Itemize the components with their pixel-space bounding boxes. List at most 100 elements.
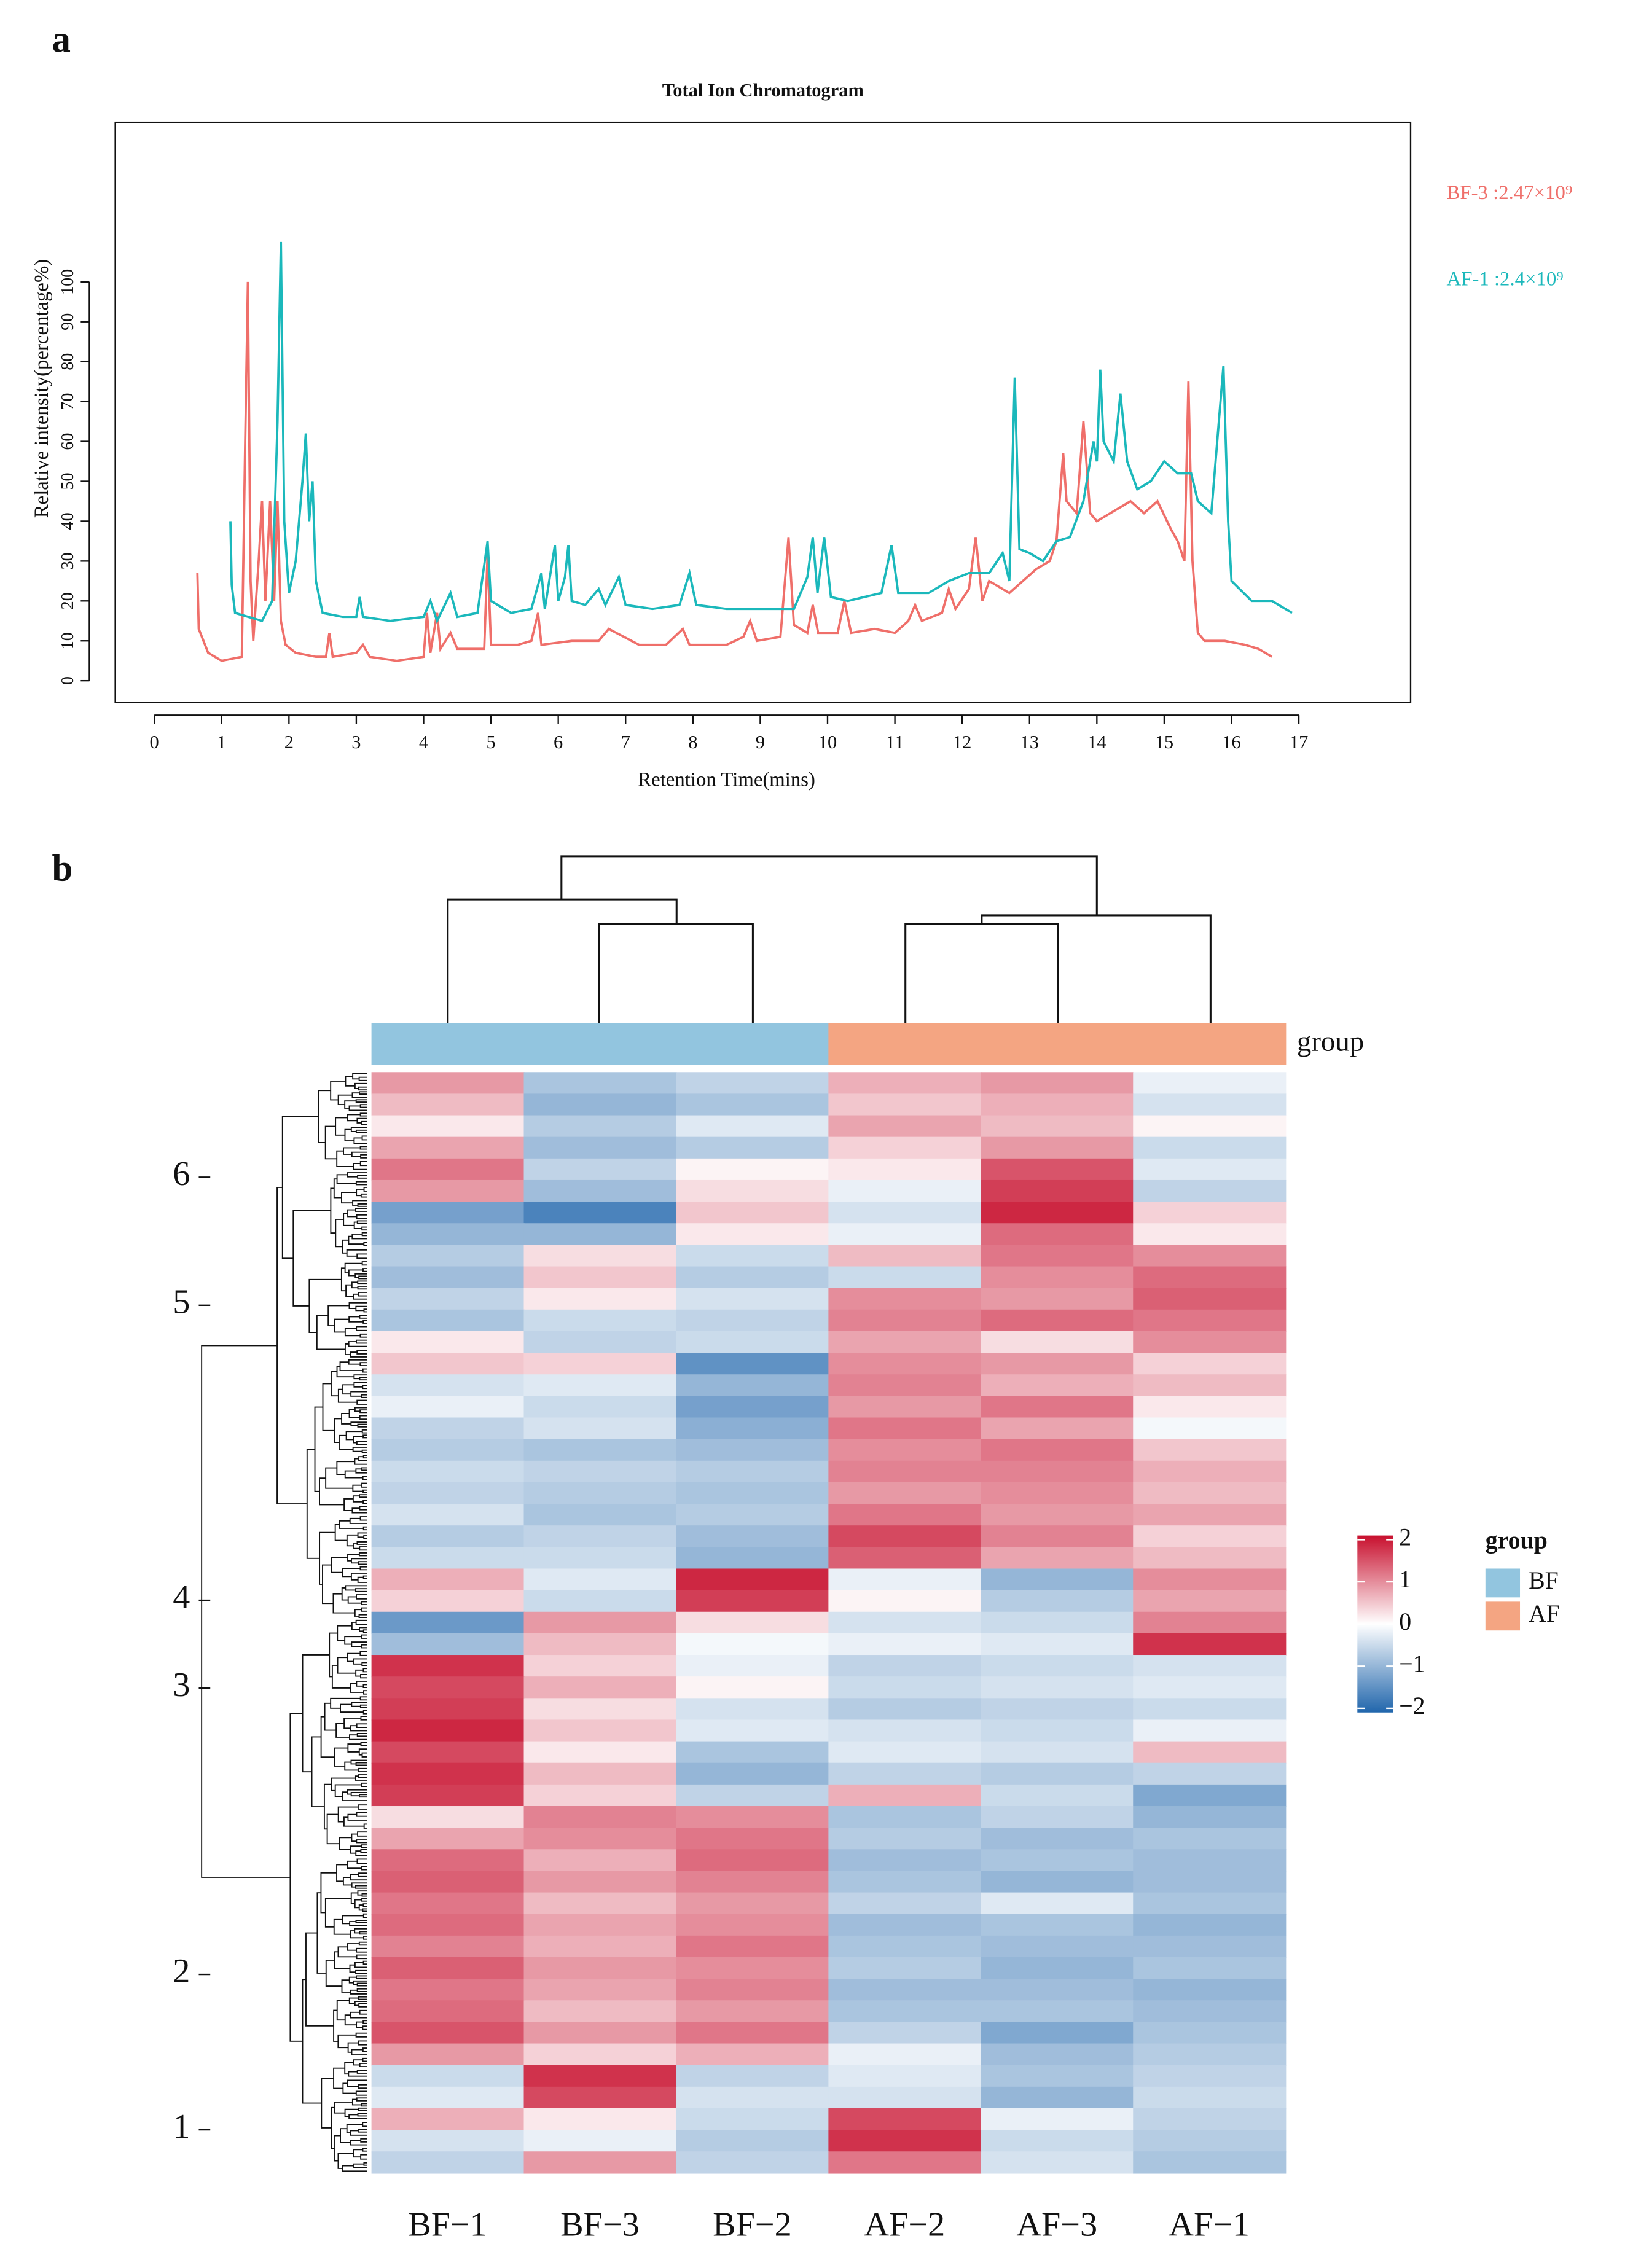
dendrogram-branch <box>360 2138 367 2143</box>
heatmap-cell <box>828 1784 982 1807</box>
heatmap-cell <box>523 2108 677 2131</box>
heatmap-cell <box>1133 2130 1287 2153</box>
dendrogram-branch <box>353 1374 367 1380</box>
legend-label: AF <box>1529 1600 1560 1627</box>
dendrogram-branch <box>356 1339 367 1344</box>
heatmap-cell <box>371 1525 525 1548</box>
heatmap-cell <box>676 1288 829 1310</box>
dendrogram-branch <box>349 1734 367 1740</box>
y-tick-label: 0 <box>58 676 77 685</box>
dendrogram-branch <box>359 1566 367 1571</box>
heatmap-cell <box>676 1525 829 1548</box>
dendrogram-branch <box>363 1823 367 1829</box>
heatmap-cell <box>523 1611 677 1635</box>
x-tick-label: 16 <box>1222 732 1240 753</box>
heatmap-cell <box>981 1741 1134 1764</box>
heatmap-cell <box>676 1871 829 1893</box>
dendrogram-branch <box>353 1382 367 1388</box>
heatmap-cell <box>676 1568 829 1591</box>
heatmap-cell <box>676 1439 829 1461</box>
y-tick-label: 20 <box>58 592 77 609</box>
dendrogram-branch <box>344 1343 351 1355</box>
dendrogram-branch <box>353 2163 367 2168</box>
dendrogram-branch <box>289 1713 303 2042</box>
heatmap-cell <box>523 1741 677 1764</box>
dendrogram-branch <box>337 1388 358 1403</box>
heatmap-cell <box>981 1849 1134 1872</box>
dendrogram-branch <box>351 1641 367 1647</box>
heatmap-cell <box>523 1590 677 1613</box>
dendrogram-branch <box>321 2078 334 2129</box>
heatmap-cell <box>523 1504 677 1527</box>
dendrogram-branch <box>361 1482 367 1488</box>
heatmap-cell <box>371 1935 525 1958</box>
dendrogram-branch <box>327 1305 350 1326</box>
heatmap-cell <box>981 1784 1134 1807</box>
dendrogram-branch <box>343 1816 364 1827</box>
chart-title: Total Ion Chromatogram <box>662 80 864 101</box>
dendrogram-branch <box>356 1350 367 1355</box>
dendrogram-branch <box>345 1585 367 1591</box>
heatmap-cell <box>981 1179 1134 1203</box>
heatmap-cell <box>676 1719 829 1742</box>
dendrogram-branch <box>362 2122 367 2127</box>
heatmap-cell <box>676 2000 829 2023</box>
heatmap-cell <box>828 1655 982 1678</box>
dendrogram-branch <box>355 1181 367 1186</box>
heatmap-cell <box>828 1460 982 1484</box>
dendrogram-branch <box>351 1882 367 1888</box>
dendrogram-branch <box>351 1702 367 1707</box>
heatmap-cell <box>981 2022 1134 2044</box>
legend-swatch <box>1485 1568 1521 1598</box>
heatmap-cell <box>1133 1417 1287 1440</box>
heatmap-cell <box>676 1072 829 1095</box>
x-tick-label: 9 <box>756 732 765 753</box>
dendrogram-branch <box>358 1872 367 1877</box>
dendrogram-branch <box>362 1684 367 1689</box>
heatmap-cell <box>371 1784 525 1807</box>
heatmap-cell <box>523 1072 677 1095</box>
dendrogram-branch <box>344 1636 362 1645</box>
heatmap-cell <box>523 1871 677 1893</box>
dendrogram-branch <box>344 1470 363 1479</box>
dendrogram-branch <box>334 1784 362 1797</box>
heatmap-cell <box>828 1158 982 1181</box>
heatmap-cell <box>1133 1136 1287 1159</box>
dendrogram-branch <box>361 1644 367 1649</box>
dendrogram-branch <box>346 1534 358 1547</box>
heatmap-cell <box>371 1957 525 1980</box>
dendrogram-branch <box>362 1268 367 1272</box>
dendrogram-branch <box>334 1418 342 1444</box>
dendrogram-branch <box>355 1099 367 1103</box>
heatmap-cell <box>1133 1957 1287 1980</box>
dendrogram-branch <box>362 1668 367 1673</box>
heatmap-cell <box>1133 1223 1287 1246</box>
dendrogram-branch <box>334 1523 347 1541</box>
x-tick-label: 0 <box>150 732 159 753</box>
dendrogram-branch <box>362 1710 367 1715</box>
dendrogram-branch <box>339 1361 363 1372</box>
dendrogram-branch <box>356 1988 367 1992</box>
heatmap-cell <box>981 1223 1134 1246</box>
heatmap-cell <box>371 1849 525 1872</box>
dendrogram-branch <box>362 1320 367 1324</box>
heatmap-cell <box>676 1115 829 1138</box>
heatmap-cell <box>523 1719 677 1742</box>
y-tick-label: 10 <box>58 632 77 649</box>
dendrogram-branch <box>350 1725 367 1732</box>
heatmap-cell <box>523 1762 677 1786</box>
dendrogram-branch <box>350 1572 367 1581</box>
dendrogram-branch <box>361 1893 367 1897</box>
heatmap-cell <box>828 2130 982 2153</box>
heatmap-cell <box>676 1633 829 1656</box>
heatmap-cell <box>828 1849 982 1872</box>
heatmap-cell <box>1133 1353 1287 1375</box>
heatmap-cell <box>981 2065 1134 2087</box>
dendrogram-branch <box>348 1235 364 1245</box>
dendrogram-branch <box>361 1394 367 1398</box>
dendrogram-branch <box>362 1526 367 1531</box>
heatmap-cell <box>1133 1698 1287 1721</box>
heatmap-cell <box>1133 1179 1287 1203</box>
dendrogram-branch <box>359 1146 367 1150</box>
dendrogram-branch <box>361 1467 367 1471</box>
